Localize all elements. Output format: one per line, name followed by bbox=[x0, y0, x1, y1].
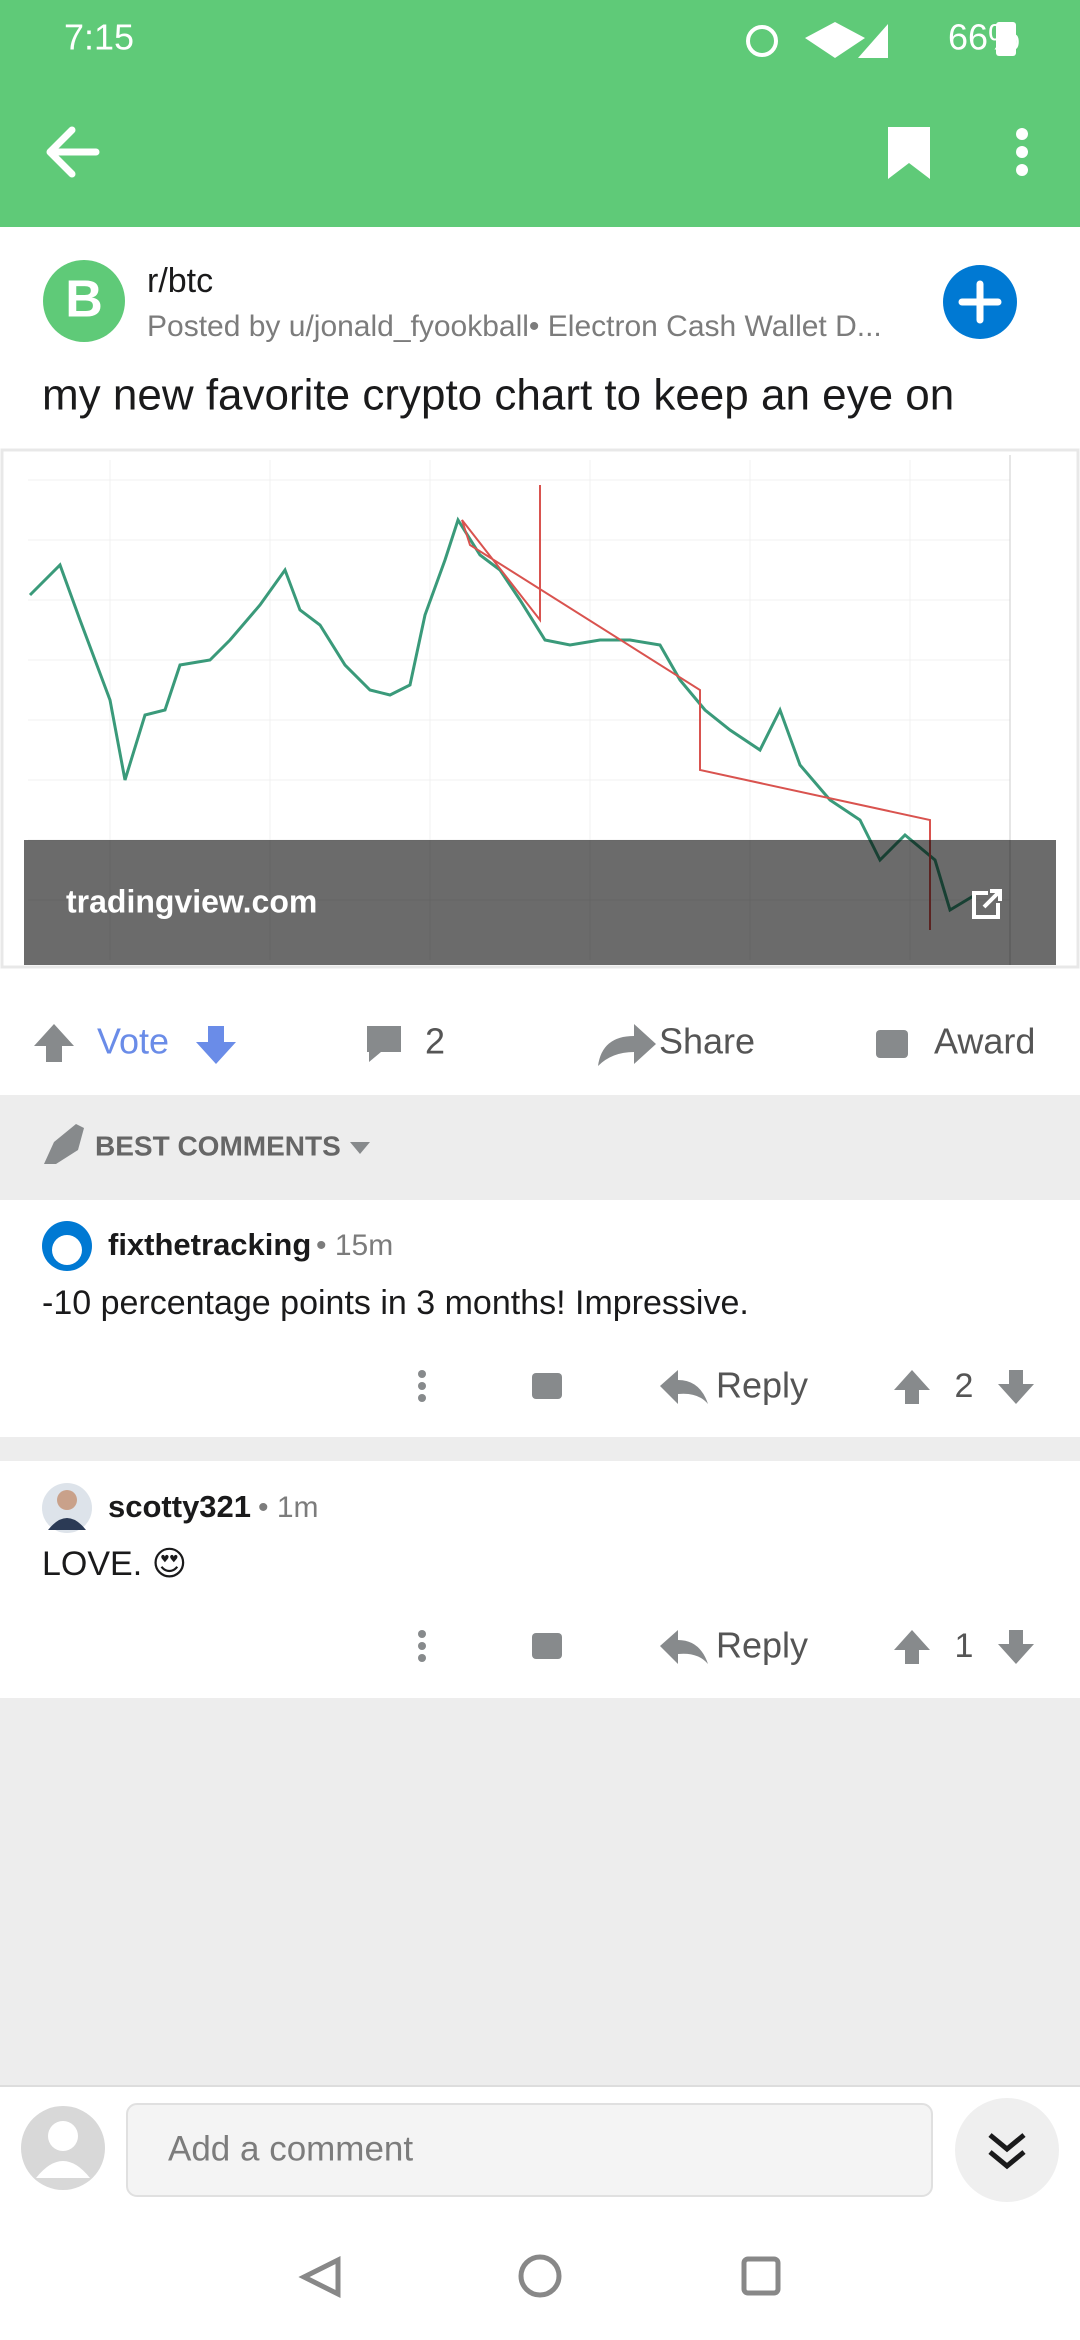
link-domain: tradingview.com bbox=[66, 883, 317, 919]
nav-recents[interactable] bbox=[741, 2256, 781, 2296]
reply-label[interactable]: Reply bbox=[716, 1365, 808, 1406]
comment-user[interactable]: scotty321 bbox=[108, 1489, 251, 1524]
award-icon[interactable] bbox=[876, 1030, 908, 1058]
signal-icon bbox=[858, 24, 888, 58]
nav-back[interactable] bbox=[298, 2255, 341, 2299]
comment-text: LOVE. 😍 bbox=[42, 1545, 187, 1583]
comment-divider bbox=[0, 1437, 1080, 1461]
comment-user[interactable]: fixthetracking bbox=[108, 1227, 311, 1262]
comment-more[interactable] bbox=[418, 1370, 426, 1402]
comment-downvote[interactable] bbox=[998, 1630, 1034, 1664]
comments-icon[interactable] bbox=[367, 1026, 401, 1062]
link-preview[interactable]: tradingview.com bbox=[0, 448, 1080, 969]
reply-icon[interactable] bbox=[660, 1370, 708, 1404]
my-avatar-head bbox=[48, 2121, 78, 2151]
share-icon[interactable] bbox=[598, 1024, 656, 1066]
comment-age: • 15m bbox=[316, 1229, 393, 1262]
sort-caret[interactable] bbox=[350, 1142, 370, 1154]
preview-wick-line bbox=[461, 485, 931, 930]
sort-label[interactable]: BEST COMMENTS bbox=[95, 1130, 341, 1161]
reply-icon[interactable] bbox=[660, 1630, 708, 1664]
back-button[interactable] bbox=[46, 126, 100, 178]
my-avatar-body bbox=[36, 2161, 90, 2178]
subreddit-icon-glyph: B bbox=[65, 271, 103, 329]
comment-score: 2 bbox=[955, 1367, 974, 1405]
comment-avatar-face bbox=[52, 1235, 82, 1265]
post-title: my new favorite crypto chart to keep an … bbox=[42, 371, 954, 420]
subreddit-name[interactable]: r/btc bbox=[147, 262, 213, 300]
award-label: Award bbox=[934, 1021, 1035, 1062]
comment-score: 1 bbox=[955, 1627, 974, 1665]
save-button[interactable] bbox=[888, 127, 930, 179]
share-label: Share bbox=[659, 1021, 755, 1062]
open-link-icon bbox=[972, 889, 1002, 919]
comment-avatar-face bbox=[57, 1490, 77, 1510]
comment-award[interactable] bbox=[532, 1633, 562, 1659]
empty-area bbox=[0, 1698, 1080, 2086]
upvote-button[interactable] bbox=[34, 1024, 74, 1062]
subreddit-icon[interactable] bbox=[43, 260, 125, 342]
comment-award[interactable] bbox=[532, 1373, 562, 1399]
byline[interactable]: Posted by u/jonald_fyookball• Electron C… bbox=[147, 310, 882, 343]
sort-icon[interactable] bbox=[44, 1124, 84, 1164]
comment-input[interactable] bbox=[126, 2103, 933, 2197]
comment-more[interactable] bbox=[418, 1630, 426, 1662]
comment-age: • 1m bbox=[258, 1491, 319, 1524]
comment-avatar-body bbox=[48, 1518, 86, 1530]
join-plus bbox=[958, 280, 1002, 324]
more-button[interactable] bbox=[1016, 128, 1028, 176]
comment-count: 2 bbox=[425, 1021, 445, 1062]
preview-price-line bbox=[28, 516, 976, 913]
clock: 7:15 bbox=[64, 17, 134, 58]
alarm-icon bbox=[746, 25, 778, 57]
preview-caption-bar bbox=[24, 840, 1056, 965]
comment-text: -10 percentage points in 3 months! Impre… bbox=[42, 1284, 749, 1322]
comment-upvote[interactable] bbox=[894, 1370, 930, 1404]
comments-header-bar bbox=[0, 1095, 1080, 1200]
battery-icon bbox=[996, 22, 1016, 56]
comment-placeholder: Add a comment bbox=[168, 2129, 413, 2168]
vote-label: Vote bbox=[97, 1021, 169, 1062]
app-bar bbox=[0, 0, 1080, 227]
downvote-button[interactable] bbox=[196, 1026, 236, 1064]
expand-icon bbox=[988, 2133, 1026, 2170]
wifi-icon bbox=[805, 22, 865, 58]
reply-label[interactable]: Reply bbox=[716, 1625, 808, 1666]
comment-downvote[interactable] bbox=[998, 1370, 1034, 1404]
nav-home[interactable] bbox=[518, 2254, 562, 2298]
comment-upvote[interactable] bbox=[894, 1630, 930, 1664]
